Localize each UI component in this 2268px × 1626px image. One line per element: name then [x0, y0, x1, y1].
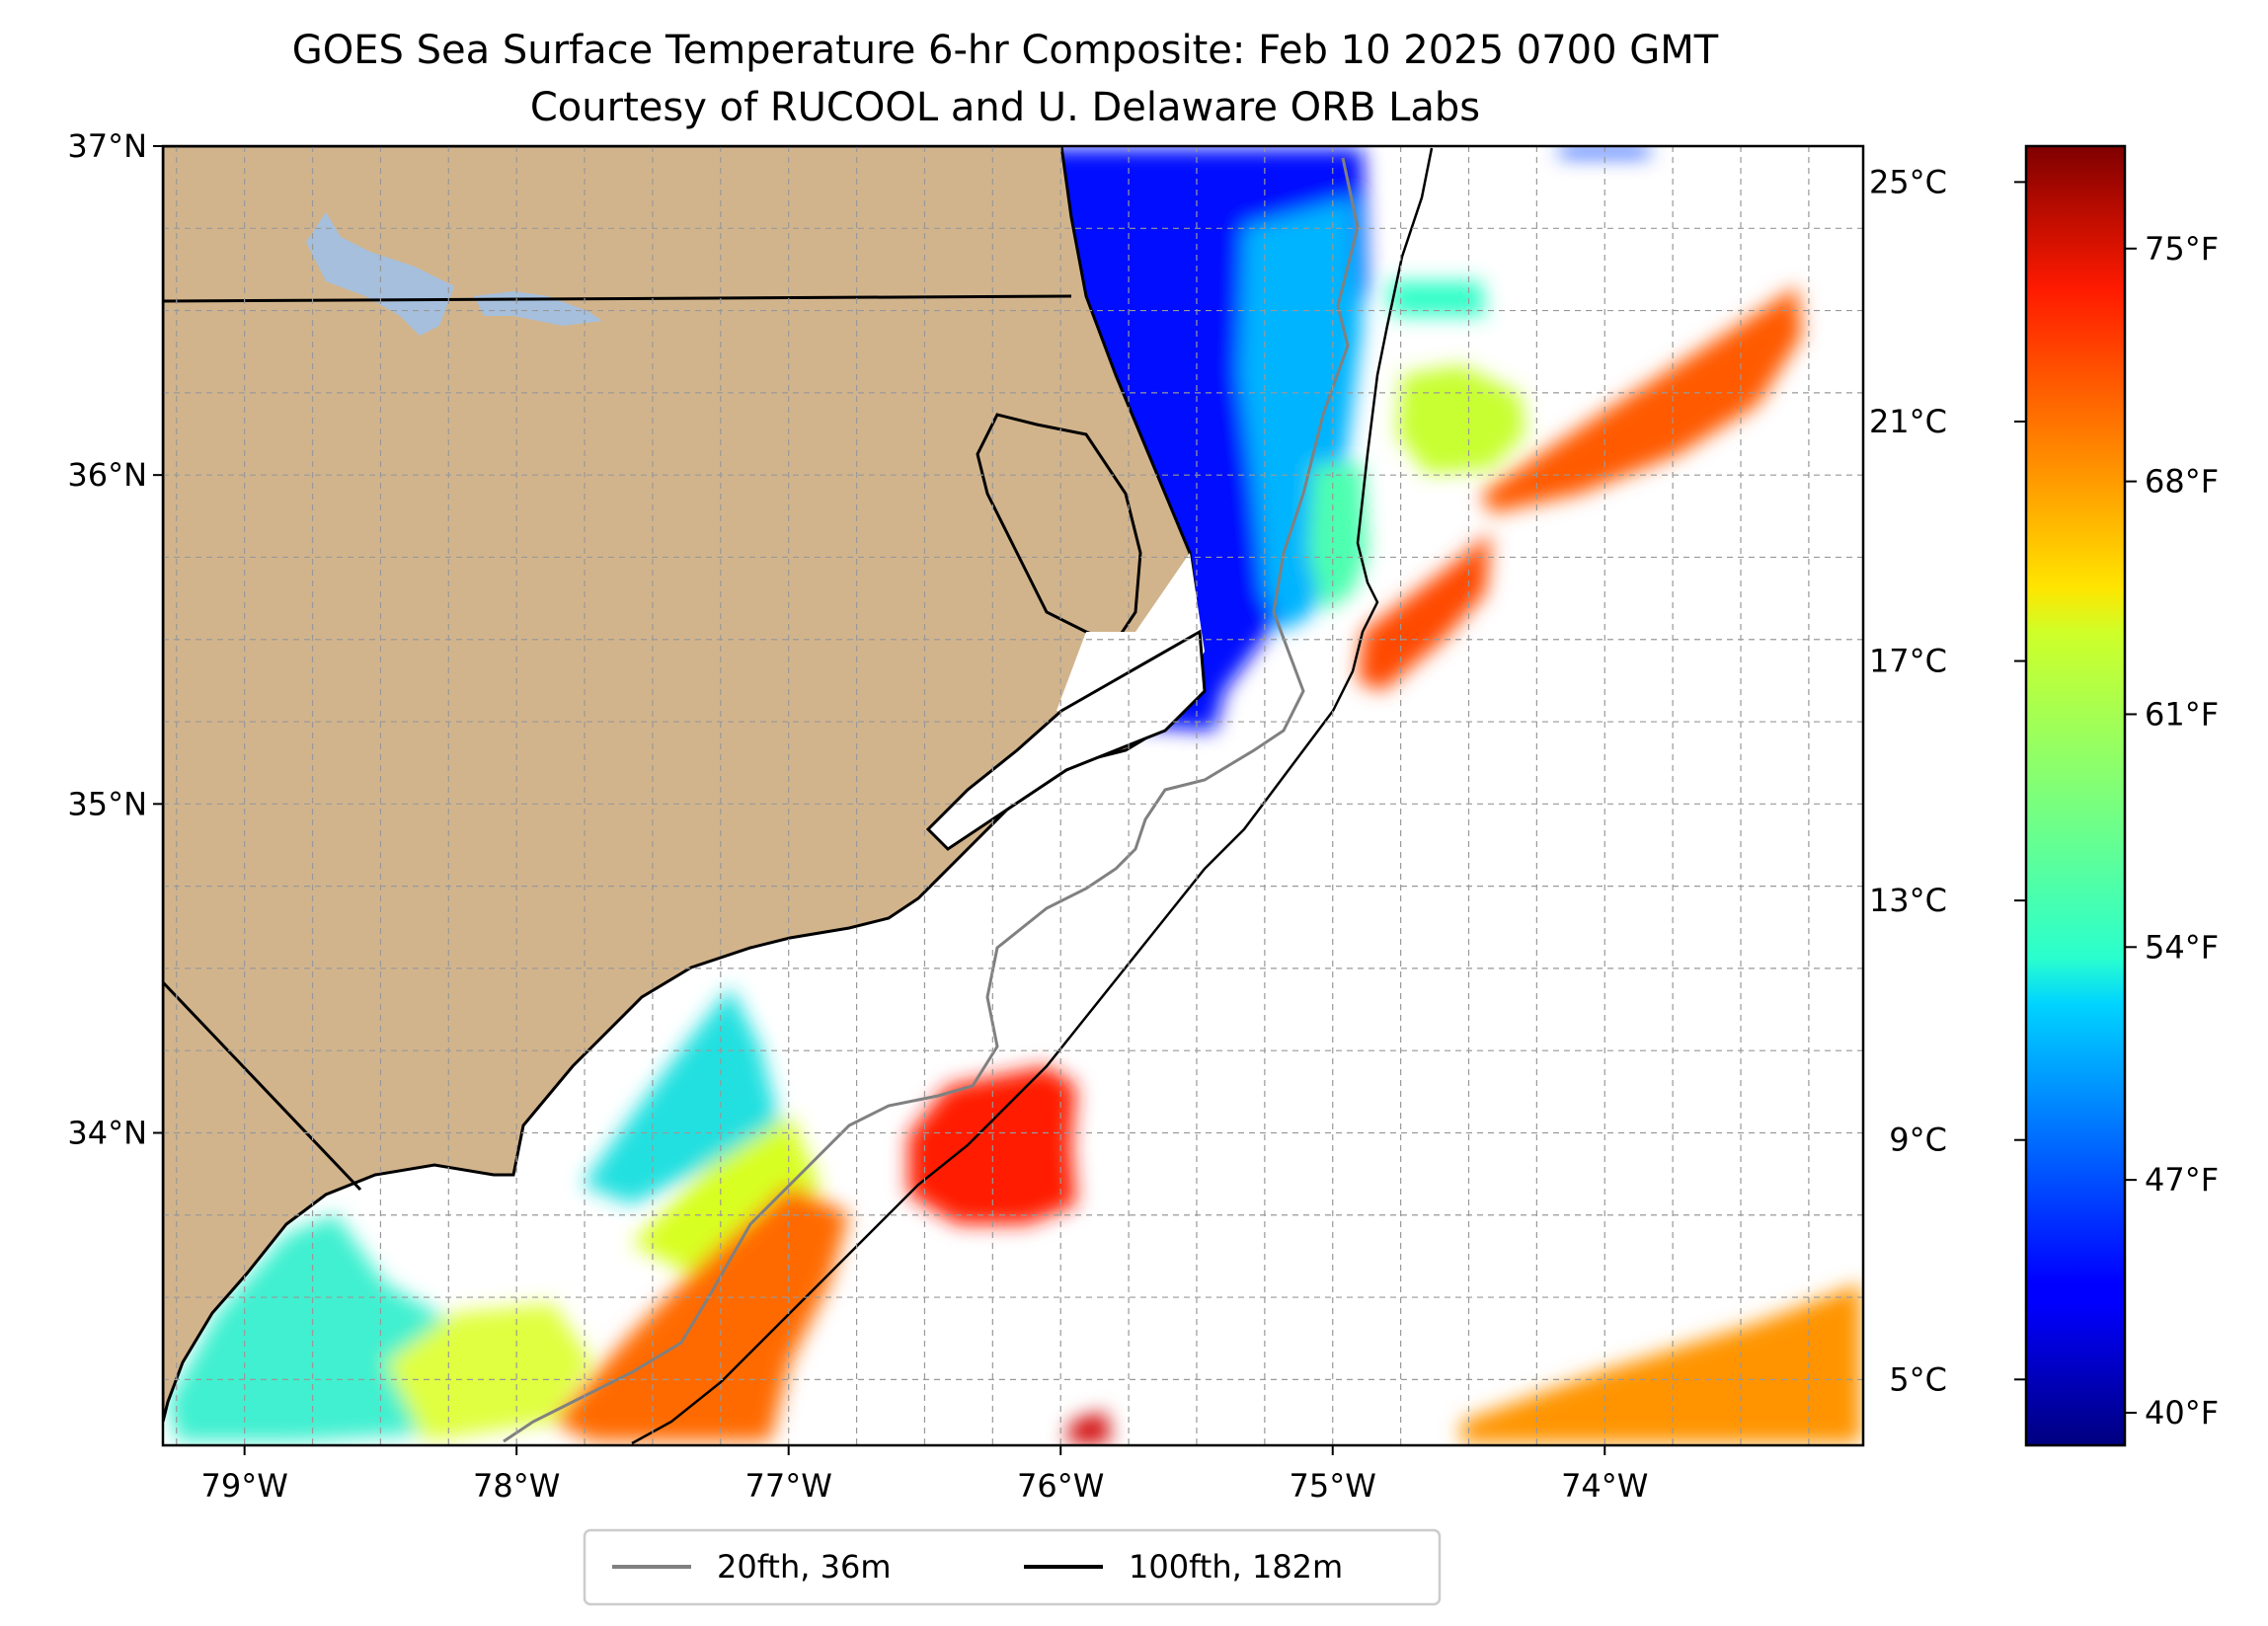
- legend: 20fth, 36m 100fth, 182m: [583, 1528, 1442, 1606]
- latitude-axis: 37°N 36°N 35°N 34°N: [67, 127, 163, 1151]
- legend-label-100fth: 100fth, 182m: [1129, 1548, 1343, 1586]
- sst-patch-red-small: [1066, 1412, 1111, 1443]
- map-frame: [161, 144, 1865, 1447]
- fahrenheit-tick-label: 54°F: [2145, 928, 2219, 966]
- legend-label-20fth: 20fth, 36m: [717, 1548, 891, 1586]
- colorbar-celsius-axis: 25°C 21°C 17°C 13°C 9°C 5°C: [1869, 163, 2026, 1398]
- sst-patch-orange-gulfstream-ne: [1481, 286, 1802, 513]
- lon-tick-label: 76°W: [1017, 1467, 1104, 1505]
- lat-tick-label: 35°N: [67, 785, 147, 822]
- lon-tick-label: 79°W: [200, 1467, 287, 1505]
- land-inner-shore: [976, 413, 1142, 644]
- celsius-tick-label: 9°C: [1889, 1122, 1947, 1159]
- sst-patch-green-shelf: [1308, 464, 1368, 612]
- sst-patch-orange-southeast: [1461, 1283, 1861, 1443]
- contour-100fth: [631, 147, 1434, 1445]
- fahrenheit-tick-label: 47°F: [2145, 1161, 2219, 1199]
- chart-title: GOES Sea Surface Temperature 6-hr Compos…: [292, 28, 1719, 73]
- lon-tick-label: 78°W: [473, 1467, 560, 1505]
- sst-patch-yellow-southwest: [385, 1303, 592, 1441]
- celsius-tick-label: 17°C: [1869, 643, 1947, 680]
- border-nc-sc: [163, 980, 362, 1192]
- sst-patch-orange-mid: [1358, 533, 1491, 691]
- lat-tick-label: 37°N: [67, 127, 147, 165]
- celsius-tick-label: 21°C: [1869, 403, 1947, 440]
- fahrenheit-tick-label: 40°F: [2145, 1394, 2219, 1432]
- map-area: [163, 146, 1863, 1445]
- lon-tick-label: 77°W: [745, 1467, 832, 1505]
- fahrenheit-tick-label: 61°F: [2145, 695, 2219, 733]
- chart-subtitle: Courtesy of RUCOOL and U. Delaware ORB L…: [530, 85, 1480, 130]
- colorbar: [2024, 144, 2127, 1447]
- sst-patch-aqua-ne: [1387, 281, 1486, 316]
- sst-patch-teal-coast: [583, 987, 780, 1204]
- lon-tick-label: 75°W: [1290, 1467, 1376, 1505]
- border-va-nc: [163, 294, 1072, 303]
- fahrenheit-tick-label: 75°F: [2145, 230, 2219, 268]
- colorbar-fahrenheit-axis: 75°F 68°F 61°F 54°F 47°F 40°F: [2125, 230, 2219, 1432]
- celsius-tick-label: 13°C: [1869, 882, 1947, 919]
- contour-20fth: [503, 157, 1360, 1443]
- lake-kerr: [306, 212, 454, 336]
- celsius-tick-label: 5°C: [1889, 1360, 1947, 1398]
- lat-tick-label: 36°N: [67, 456, 147, 494]
- longitude-axis: 79°W 78°W 77°W 76°W 75°W 74°W: [200, 1445, 1648, 1505]
- gridlines: [163, 146, 1863, 1445]
- legend-frame: [583, 1528, 1442, 1606]
- lat-tick-label: 34°N: [67, 1114, 147, 1151]
- fahrenheit-tick-label: 68°F: [2145, 463, 2219, 501]
- lon-tick-label: 74°W: [1561, 1467, 1648, 1505]
- sst-patch-orange-coast: [553, 1185, 849, 1441]
- sound-water-pamlico: [925, 629, 1207, 851]
- celsius-tick-label: 25°C: [1869, 163, 1947, 200]
